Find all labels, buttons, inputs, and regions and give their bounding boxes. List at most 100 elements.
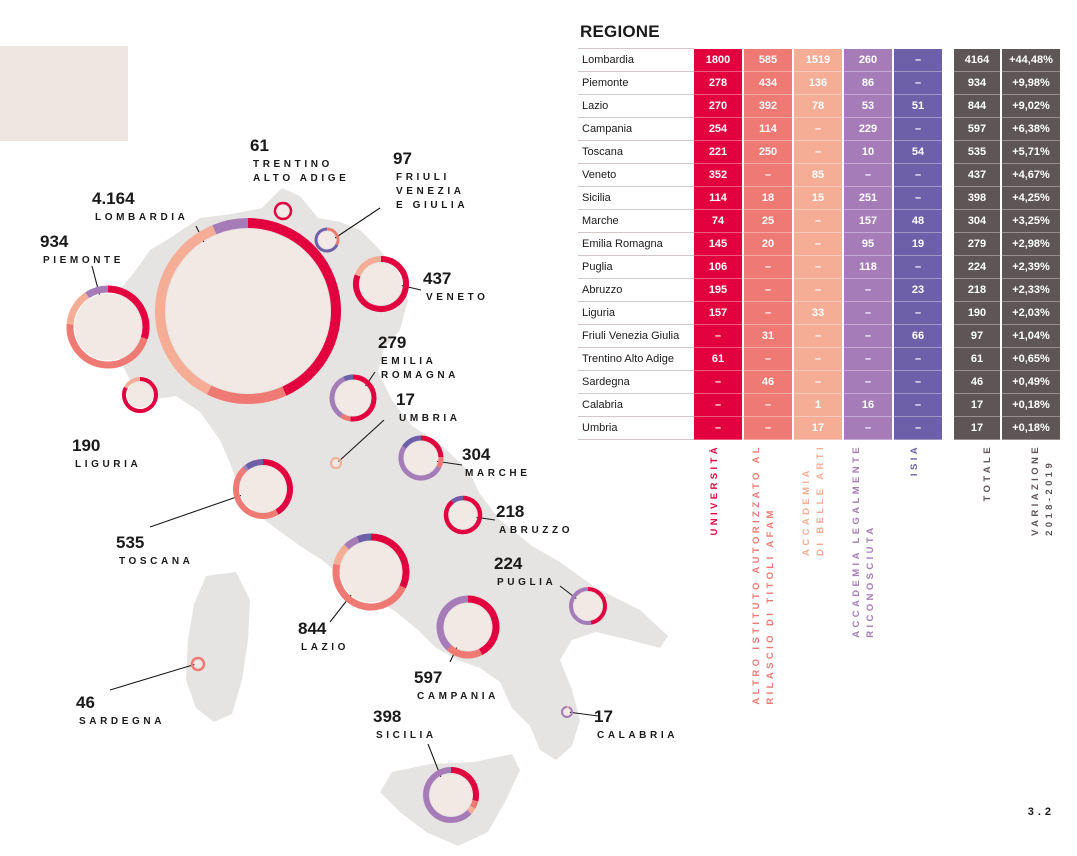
value-cell: 1 bbox=[793, 393, 844, 417]
region-name-label: SARDEGNA bbox=[79, 716, 165, 727]
value-cell: – bbox=[743, 301, 794, 325]
table-row: Sardegna –46– – –46 +0,49% bbox=[578, 370, 1060, 394]
value-cell: 254 bbox=[694, 117, 744, 141]
region-total-label: 218 bbox=[496, 502, 524, 521]
region-bubbles bbox=[66, 201, 607, 823]
region-total-label: 844 bbox=[298, 619, 327, 638]
column-spacer bbox=[942, 209, 954, 233]
region-bubble bbox=[66, 285, 150, 369]
variation-cell: +3,25% bbox=[1001, 209, 1060, 233]
table-row: Umbria – –17– –17 +0,18% bbox=[578, 416, 1060, 440]
value-cell: – bbox=[743, 347, 794, 371]
column-label-line: RILASCIO DI TITOLI AFAM bbox=[765, 507, 776, 705]
value-cell: – bbox=[793, 209, 844, 233]
region-name-cell: Veneto bbox=[578, 163, 694, 187]
table-title: REGIONE bbox=[580, 22, 660, 41]
value-cell: 20 bbox=[743, 232, 794, 256]
bubble-segment bbox=[233, 467, 279, 519]
value-cell: – bbox=[843, 324, 894, 348]
bubble-fill bbox=[335, 380, 371, 416]
bubble-segment bbox=[326, 227, 340, 246]
value-cell: 118 bbox=[843, 255, 894, 279]
bubble-segment bbox=[587, 587, 607, 625]
value-cell: – bbox=[893, 117, 942, 141]
region-bubble bbox=[329, 374, 377, 422]
variation-cell: +9,02% bbox=[1001, 94, 1060, 118]
region-name-cell: Lombardia bbox=[578, 48, 694, 72]
column-spacer bbox=[942, 117, 954, 141]
column-spacer bbox=[942, 347, 954, 371]
bubble-segment bbox=[450, 767, 479, 802]
value-cell: – bbox=[793, 324, 844, 348]
bubble-fill bbox=[318, 231, 336, 249]
bubble-segment bbox=[467, 595, 500, 656]
variation-cell: +0,49% bbox=[1001, 370, 1060, 394]
value-cell: – bbox=[843, 301, 894, 325]
value-cell: – bbox=[893, 255, 942, 279]
table-row: Lazio 270 392 78 53 51 844 +9,02% bbox=[578, 94, 1060, 118]
value-cell: 85 bbox=[793, 163, 844, 187]
bubble-segment bbox=[332, 563, 406, 611]
value-cell: 78 bbox=[793, 94, 844, 118]
variation-cell: +9,98% bbox=[1001, 71, 1060, 95]
bubble-segment bbox=[242, 464, 249, 472]
column-spacer bbox=[942, 301, 954, 325]
value-cell: – bbox=[793, 232, 844, 256]
region-name-label: LIGURIA bbox=[75, 459, 141, 470]
total-cell: 61 bbox=[954, 347, 1002, 371]
bubble-fill bbox=[194, 660, 202, 668]
value-cell: – bbox=[793, 140, 844, 164]
page-number: 3.2 bbox=[1027, 806, 1055, 818]
bubble-fill bbox=[240, 466, 286, 512]
bubble-segment bbox=[436, 595, 469, 651]
column-spacer bbox=[942, 278, 954, 302]
bubble-segment bbox=[262, 459, 293, 515]
value-cell: – bbox=[893, 416, 942, 440]
table-row: Emilia Romagna 145 20–95 19 279 +2,98% bbox=[578, 232, 1060, 256]
value-cell: 48 bbox=[893, 209, 942, 233]
region-total-label: 4.164 bbox=[92, 189, 135, 208]
bubble-fill bbox=[277, 205, 289, 217]
region-total-label: 304 bbox=[462, 445, 491, 464]
table-row: Piemonte 278 434 136 86–934 +9,98% bbox=[578, 71, 1060, 95]
value-cell: 250 bbox=[743, 140, 794, 164]
region-name-label: CALABRIA bbox=[597, 730, 678, 741]
region-name-label: PIEMONTE bbox=[43, 255, 124, 266]
bubble-segment bbox=[423, 767, 472, 823]
region-total-label: 597 bbox=[414, 668, 442, 687]
value-cell: – bbox=[893, 370, 942, 394]
value-cell: – bbox=[694, 370, 744, 394]
bubble-segment bbox=[247, 218, 341, 396]
region-name-cell: Umbria bbox=[578, 416, 694, 440]
column-spacer bbox=[942, 94, 954, 118]
value-cell: – bbox=[694, 393, 744, 417]
bubble-fill bbox=[333, 460, 339, 466]
value-cell: 114 bbox=[743, 117, 794, 141]
variation-cell: +44,48% bbox=[1001, 48, 1060, 72]
value-cell: 53 bbox=[843, 94, 894, 118]
value-cell: 66 bbox=[893, 324, 942, 348]
region-name-label: TRENTINO bbox=[253, 159, 333, 170]
bubble-segment bbox=[107, 285, 150, 340]
region-total-label: 190 bbox=[72, 436, 100, 455]
variation-cell: +5,71% bbox=[1001, 140, 1060, 164]
bubble-segment bbox=[190, 656, 206, 672]
region-name-cell: Friuli Venezia Giulia bbox=[578, 324, 694, 348]
region-name-cell: Emilia Romagna bbox=[578, 232, 694, 256]
region-name-cell: Piemonte bbox=[578, 71, 694, 95]
column-label: TOTALE bbox=[981, 444, 995, 502]
bubble-segment bbox=[569, 587, 592, 625]
region-total-label: 279 bbox=[378, 333, 406, 352]
value-cell: – bbox=[893, 48, 942, 72]
bubble-segment bbox=[155, 225, 217, 395]
region-bubble bbox=[190, 656, 206, 672]
table-row: Marche 74 25–157 48 304 +3,25% bbox=[578, 209, 1060, 233]
table-row: Campania 254 114–229–597 +6,38% bbox=[578, 117, 1060, 141]
total-cell: 304 bbox=[954, 209, 1002, 233]
total-cell: 398 bbox=[954, 186, 1002, 210]
bubble-segment bbox=[122, 377, 158, 413]
region-total-label: 535 bbox=[116, 533, 144, 552]
region-bubble bbox=[561, 706, 573, 718]
value-cell: – bbox=[743, 278, 794, 302]
value-cell: 86 bbox=[843, 71, 894, 95]
